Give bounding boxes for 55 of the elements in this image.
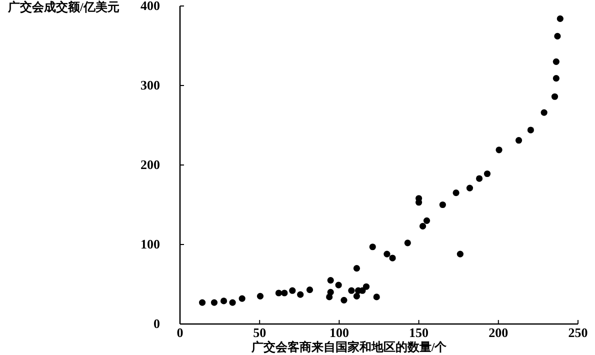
point <box>220 298 228 304</box>
point <box>496 146 502 154</box>
y-tick-label: 100 <box>140 236 160 252</box>
point <box>551 93 558 100</box>
point <box>297 291 304 298</box>
point <box>229 299 236 306</box>
point <box>416 199 422 206</box>
point <box>362 283 370 290</box>
point <box>452 190 460 196</box>
point <box>552 58 560 65</box>
point <box>552 75 560 82</box>
point <box>256 292 264 300</box>
point <box>326 294 333 300</box>
point <box>456 250 464 258</box>
point <box>439 201 446 208</box>
point <box>515 137 522 144</box>
y-tick-label: 300 <box>140 78 160 92</box>
point <box>210 299 218 306</box>
point <box>540 109 548 116</box>
point <box>369 244 376 250</box>
point <box>389 254 396 262</box>
point <box>384 250 390 258</box>
point <box>198 299 206 306</box>
point <box>359 287 366 294</box>
point <box>353 292 360 300</box>
point <box>353 265 360 272</box>
point <box>335 282 342 288</box>
y-tick-label: 400 <box>140 0 160 13</box>
y-axis-title: 广交会成交额/亿美元 <box>7 0 120 14</box>
point <box>476 175 483 182</box>
point <box>327 276 334 284</box>
point <box>554 32 561 40</box>
point <box>556 15 564 22</box>
x-tick-label: 200 <box>488 325 508 340</box>
point <box>340 296 348 304</box>
point <box>404 240 411 246</box>
point <box>373 294 380 300</box>
point <box>306 286 314 294</box>
x-tick-label: 100 <box>329 325 349 340</box>
point <box>238 295 246 302</box>
x-tick-label: 250 <box>568 325 588 340</box>
point <box>275 290 282 296</box>
x-tick-label: 50 <box>253 325 266 340</box>
x-axis-title: 广交会客商来自国家和地区的数量/个 <box>250 340 448 354</box>
point <box>348 287 355 294</box>
point <box>419 222 426 230</box>
point <box>484 170 491 178</box>
x-tick-label: 0 <box>176 325 184 340</box>
y-tick-label: 200 <box>140 157 160 172</box>
point <box>466 184 474 192</box>
point <box>527 126 534 134</box>
x-tick-label: 150 <box>409 325 429 340</box>
point <box>423 217 430 224</box>
point <box>281 290 288 296</box>
point <box>289 287 296 294</box>
